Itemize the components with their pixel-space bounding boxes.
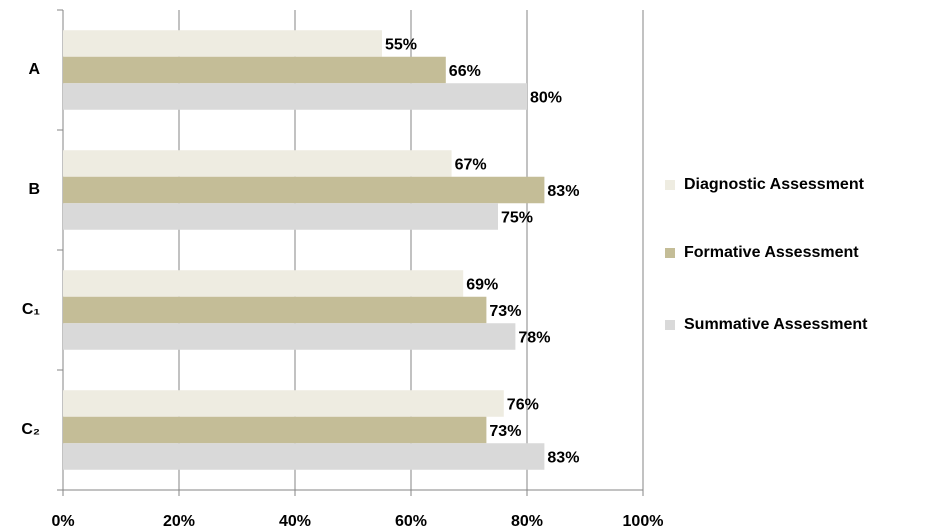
y-tick-label: A	[28, 61, 40, 78]
data-label: 83%	[547, 183, 579, 200]
data-label: 80%	[530, 90, 562, 107]
bar	[63, 416, 487, 444]
bar	[63, 390, 504, 417]
data-label: 75%	[501, 210, 533, 227]
y-tick-label: C₁	[22, 301, 41, 318]
bar	[63, 323, 516, 350]
legend-swatch	[665, 180, 675, 190]
bar	[63, 56, 446, 84]
data-label: 76%	[507, 397, 539, 414]
data-label: 83%	[547, 450, 579, 467]
legend-swatch	[665, 320, 675, 330]
legend-swatch	[665, 248, 675, 258]
y-tick-label: B	[28, 181, 40, 198]
x-tick-label: 20%	[163, 513, 195, 530]
data-label: 73%	[489, 423, 521, 440]
legend-label: Diagnostic Assessment	[684, 176, 865, 193]
data-label: 66%	[449, 63, 481, 80]
data-label: 78%	[518, 330, 550, 347]
bar	[63, 176, 545, 204]
data-label: 69%	[466, 277, 498, 294]
bar	[63, 203, 498, 230]
x-tick-label: 0%	[51, 513, 74, 530]
y-tick-label: C₂	[21, 421, 40, 438]
x-tick-label: 100%	[623, 513, 664, 530]
bar	[63, 83, 527, 110]
x-tick-label: 60%	[395, 513, 427, 530]
x-tick-label: 40%	[279, 513, 311, 530]
data-label: 67%	[455, 157, 487, 174]
bar	[63, 270, 464, 297]
x-tick-label: 80%	[511, 513, 543, 530]
data-label: 55%	[385, 37, 417, 54]
bar	[63, 443, 545, 470]
legend-label: Summative Assessment	[684, 316, 868, 333]
bar	[63, 296, 487, 324]
bar	[63, 30, 382, 57]
bar	[63, 150, 452, 177]
legend-label: Formative Assessment	[684, 244, 859, 261]
data-label: 73%	[489, 303, 521, 320]
